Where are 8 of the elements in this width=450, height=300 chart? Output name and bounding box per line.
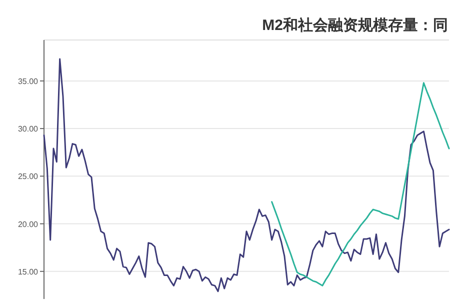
y-tick-label: 35.00 (18, 76, 39, 86)
y-tick-label: 20.00 (18, 220, 39, 229)
chart-title: M2和社会融资规模存量：同 (262, 17, 448, 34)
y-tick-label: 15.00 (18, 267, 39, 276)
line-series (43, 58, 450, 292)
line-series (271, 82, 450, 286)
y-tick-label: 25.00 (18, 172, 39, 182)
y-tick-label: 30.00 (18, 124, 39, 134)
